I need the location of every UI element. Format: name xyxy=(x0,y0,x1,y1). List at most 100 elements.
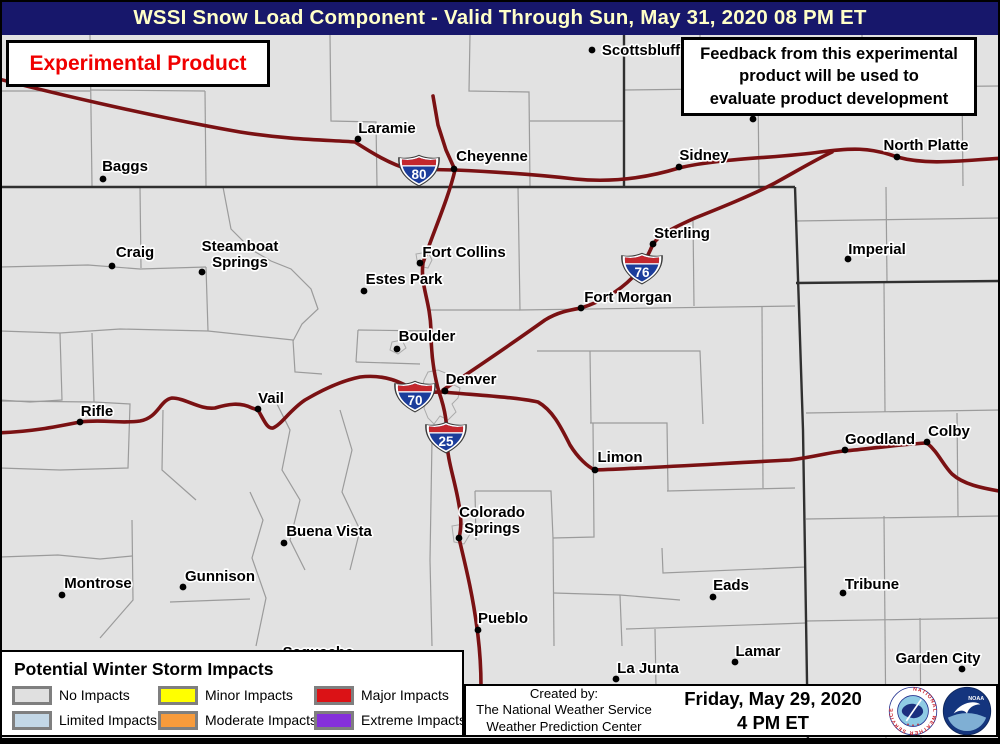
city-label: Craig xyxy=(116,244,154,261)
city-dot xyxy=(958,665,966,673)
legend-label: Major Impacts xyxy=(361,687,449,703)
legend: Potential Winter Storm Impacts No Impact… xyxy=(0,650,466,737)
city-dot xyxy=(649,240,657,248)
svg-text:25: 25 xyxy=(438,434,454,449)
city-label: Eads xyxy=(713,577,749,594)
city-dot xyxy=(360,287,368,295)
date-display: Friday, May 29, 2020 4 PM ET xyxy=(662,687,884,733)
city-sidney: Sidney xyxy=(675,145,731,171)
city-dot xyxy=(923,438,931,446)
legend-title: Potential Winter Storm Impacts xyxy=(14,659,274,679)
city-label: Colorado Springs xyxy=(459,504,525,537)
nws-logo: NATIONAL WEATHER SERVICE xyxy=(888,686,938,735)
city-label: Montrose xyxy=(64,575,132,592)
legend-item: Extreme Impacts xyxy=(314,709,472,731)
city-la-junta: La Junta xyxy=(612,658,681,683)
road-i25-north xyxy=(431,94,457,172)
legend-item: Moderate Impacts xyxy=(158,709,318,731)
interstate-shield-25: 25 xyxy=(425,421,467,454)
city-dot xyxy=(893,153,901,161)
city-colby: Colby xyxy=(923,421,972,446)
city-markers: Scottsbluff Laramie Cheyenne Sidney North Pl… xyxy=(58,40,983,683)
city-buena-vista: Buena Vista xyxy=(280,521,374,547)
city-dot xyxy=(841,446,849,454)
road-i70-west xyxy=(0,374,445,435)
city-gunnison: Gunnison xyxy=(179,566,257,591)
city-label: Rifle xyxy=(81,403,114,420)
city-dot xyxy=(844,255,852,263)
city-denver: Denver xyxy=(441,369,498,395)
city-imperial: Imperial xyxy=(844,239,907,263)
city-scottsbluff: Scottsbluff xyxy=(588,40,683,61)
city-baggs: Baggs xyxy=(99,156,150,183)
city-dot xyxy=(474,626,482,634)
city-dot xyxy=(749,115,757,123)
legend-swatch-minor-impacts xyxy=(158,685,198,705)
city-dot xyxy=(198,268,206,276)
city-label: Sidney xyxy=(679,147,729,164)
city-label: Limon xyxy=(598,449,643,466)
city-label: Gunnison xyxy=(185,568,255,585)
legend-swatch-major-impacts xyxy=(314,685,354,705)
legend-item: Minor Impacts xyxy=(158,684,314,706)
city-label: Fort Collins xyxy=(422,244,505,261)
title-bar: WSSI Snow Load Component - Valid Through… xyxy=(0,0,1000,35)
legend-swatch-no-impacts xyxy=(12,685,52,705)
city-sterling: Sterling xyxy=(649,223,712,248)
city-label: Boulder xyxy=(399,328,456,345)
legend-swatch-extreme-impacts xyxy=(314,710,354,730)
city-dot xyxy=(354,135,362,143)
city-dot xyxy=(416,259,424,267)
city-label: Imperial xyxy=(848,241,906,258)
bottom-strip xyxy=(0,738,1000,744)
county-lines xyxy=(0,35,1000,741)
issue-date: Friday, May 29, 2020 xyxy=(684,688,862,710)
page-title: WSSI Snow Load Component - Valid Through… xyxy=(133,5,867,29)
feedback-box: Feedback from this experimental product … xyxy=(681,37,977,116)
svg-text:80: 80 xyxy=(411,167,426,182)
highways xyxy=(0,77,1000,688)
city-label: Tribune xyxy=(845,576,899,593)
city-lamar: Lamar xyxy=(731,641,782,666)
city-eads: Eads xyxy=(709,575,751,601)
created-by-line: Weather Prediction Center xyxy=(486,718,642,734)
legend-item: No Impacts xyxy=(12,684,158,706)
city-label: Baggs xyxy=(102,158,148,175)
city-vail: Vail xyxy=(254,388,286,413)
city-label: La Junta xyxy=(617,660,679,677)
legend-label: Extreme Impacts xyxy=(361,712,467,728)
legend-item: Major Impacts xyxy=(314,684,472,706)
city-unlabeled-town xyxy=(749,115,757,123)
agency-logos: NATIONAL WEATHER SERVICE NOAA xyxy=(884,686,996,736)
experimental-product-label: Experimental Product xyxy=(29,51,247,75)
legend-label: Moderate Impacts xyxy=(205,712,318,728)
city-tribune: Tribune xyxy=(839,574,901,597)
city-cheyenne: Cheyenne xyxy=(450,146,529,173)
created-by-line: The National Weather Service xyxy=(476,702,652,718)
city-montrose: Montrose xyxy=(58,573,133,599)
city-dot xyxy=(99,175,107,183)
city-dot xyxy=(58,591,66,599)
city-label: Garden City xyxy=(895,650,981,667)
svg-text:70: 70 xyxy=(407,393,422,408)
noaa-logo: NOAA xyxy=(942,686,992,735)
map-background xyxy=(0,35,1000,744)
city-dot xyxy=(675,163,683,171)
city-dot xyxy=(709,593,717,601)
legend-label: No Impacts xyxy=(59,687,130,703)
feedback-line: evaluate product development xyxy=(709,89,949,108)
city-dot xyxy=(450,165,458,173)
created-by: Created by: The National Weather Service… xyxy=(466,686,662,734)
legend-label: Limited Impacts xyxy=(59,712,158,728)
credits-bar: Created by: The National Weather Service… xyxy=(464,684,998,737)
legend-item: Limited Impacts xyxy=(12,709,158,731)
created-by-line: Created by: xyxy=(529,686,599,702)
feedback-line: Feedback from this experimental xyxy=(700,45,958,63)
city-dot xyxy=(76,418,84,426)
city-laramie: Laramie xyxy=(354,118,417,143)
city-dot xyxy=(588,46,596,54)
city-steamboat-springs: Steamboat Springs xyxy=(198,236,280,276)
city-dot xyxy=(839,589,847,597)
city-label: North Platte xyxy=(883,137,968,154)
city-dot xyxy=(612,675,620,683)
